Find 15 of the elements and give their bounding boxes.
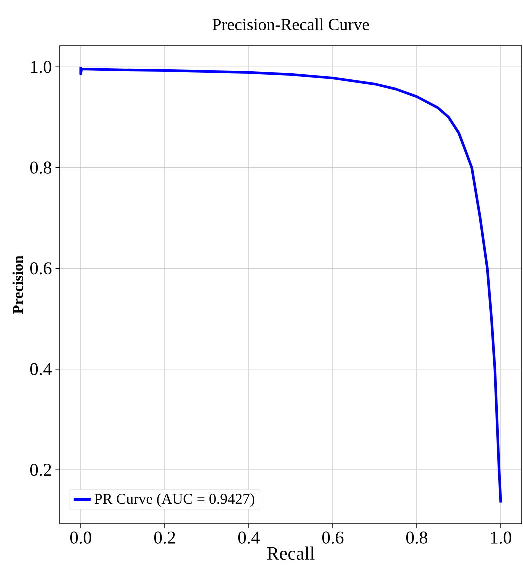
x-tick-label: 0.8 [406,532,428,544]
x-tick-label: 0.4 [238,532,260,544]
chart-title: Precision-Recall Curve [212,18,370,31]
y-axis-title: Precision [12,256,24,314]
y-tick-label: 0.4 [30,363,52,376]
x-tick-label: 0.2 [154,532,176,544]
x-axis-title: Recall [267,546,315,560]
y-tick-label: 1.0 [31,61,52,74]
legend-label: PR Curve (AUC = 0.9427) [94,494,255,508]
y-tick-label: 0.8 [30,162,52,174]
y-tick-label: 0.2 [30,464,52,476]
x-tick-label: 1.0 [491,532,512,544]
x-tick-label: 0.0 [70,532,92,544]
x-tick-label: 0.6 [322,532,344,544]
y-tick-label: 0.6 [30,262,52,275]
